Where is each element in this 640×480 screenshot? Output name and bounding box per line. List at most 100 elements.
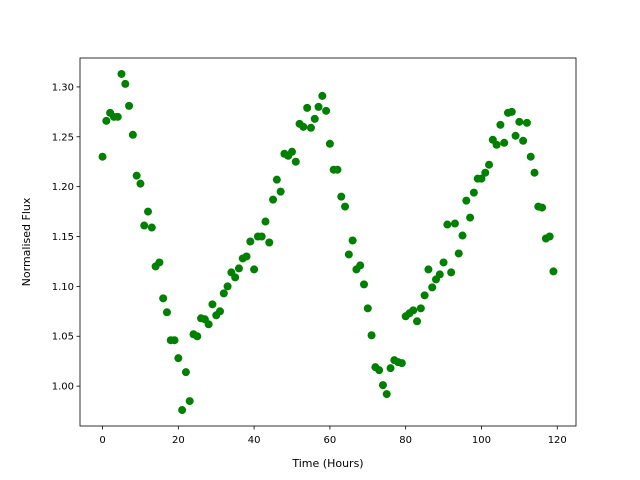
data-point [325, 139, 334, 148]
y-tick-label: 1.15 [52, 232, 74, 243]
data-point [496, 120, 505, 129]
data-point [409, 306, 418, 315]
data-point [530, 168, 539, 177]
data-point [98, 152, 107, 161]
data-point [333, 165, 342, 174]
data-point [375, 366, 384, 375]
data-point [337, 192, 346, 201]
data-point [481, 168, 490, 177]
data-point [485, 160, 494, 169]
data-point [477, 174, 486, 183]
data-point [144, 207, 153, 216]
data-point [416, 304, 425, 313]
data-point [462, 196, 471, 205]
x-tick-label: 20 [172, 435, 185, 446]
data-point [162, 308, 171, 317]
data-point [128, 130, 137, 139]
data-point [413, 317, 422, 326]
data-point [299, 122, 308, 131]
data-point [257, 232, 266, 241]
data-point [181, 368, 190, 377]
x-tick-label: 120 [548, 435, 567, 446]
data-point [117, 69, 126, 78]
data-point [519, 136, 528, 145]
data-point [526, 152, 535, 161]
data-point [454, 249, 463, 258]
data-point [439, 258, 448, 267]
x-tick-label: 40 [248, 435, 261, 446]
data-point [288, 147, 297, 156]
data-point [276, 187, 285, 196]
x-tick-label: 60 [324, 435, 337, 446]
data-point [174, 354, 183, 363]
data-point [458, 231, 467, 240]
x-tick-label: 80 [399, 435, 412, 446]
data-point [170, 336, 179, 345]
data-point [132, 171, 141, 180]
y-tick-label: 1.30 [52, 82, 74, 93]
y-axis-label: Normalised Flux [20, 197, 33, 286]
data-point [538, 203, 547, 212]
data-point [397, 359, 406, 368]
data-point [310, 114, 319, 123]
data-point [269, 195, 278, 204]
data-point [147, 223, 156, 232]
plot-frame [79, 57, 577, 427]
data-point [515, 117, 524, 126]
data-point [322, 106, 331, 115]
data-point [447, 268, 456, 277]
data-point [265, 238, 274, 247]
data-point [511, 131, 520, 140]
data-point [178, 406, 187, 415]
x-tick-label: 0 [99, 435, 105, 446]
data-point [159, 294, 168, 303]
data-point [363, 304, 372, 313]
data-point [435, 270, 444, 279]
data-point [136, 179, 145, 188]
data-point [303, 103, 312, 112]
data-point [223, 282, 232, 291]
data-point [492, 140, 501, 149]
data-point [545, 232, 554, 241]
data-point [318, 91, 327, 100]
data-point [250, 265, 259, 274]
data-point [507, 107, 516, 116]
data-point [291, 157, 300, 166]
data-point [341, 202, 350, 211]
data-point [443, 220, 452, 229]
data-point [428, 283, 437, 292]
data-point [208, 300, 217, 309]
data-point [549, 267, 558, 276]
data-point [102, 116, 111, 125]
data-point [469, 188, 478, 197]
y-tick-label: 1.25 [52, 132, 74, 143]
data-point [246, 237, 255, 246]
data-point [367, 331, 376, 340]
data-point [424, 265, 433, 274]
y-tick-label: 1.00 [52, 382, 74, 393]
data-point [344, 250, 353, 259]
data-point [121, 79, 130, 88]
data-point [306, 123, 315, 132]
data-point [522, 118, 531, 127]
data-point [140, 221, 149, 230]
data-point [231, 273, 240, 282]
data-point [500, 138, 509, 147]
data-point [242, 252, 251, 261]
data-point [234, 264, 243, 273]
data-point [348, 236, 357, 245]
data-point [466, 213, 475, 222]
data-point [155, 258, 164, 267]
x-tick-label: 100 [472, 435, 491, 446]
data-point [420, 291, 429, 300]
data-point [382, 390, 391, 399]
data-point [216, 307, 225, 316]
data-point [204, 320, 213, 329]
data-point [314, 102, 323, 111]
data-point [219, 289, 228, 298]
data-point [378, 381, 387, 390]
data-point [261, 217, 270, 226]
data-point [356, 261, 365, 270]
data-point [386, 364, 395, 373]
